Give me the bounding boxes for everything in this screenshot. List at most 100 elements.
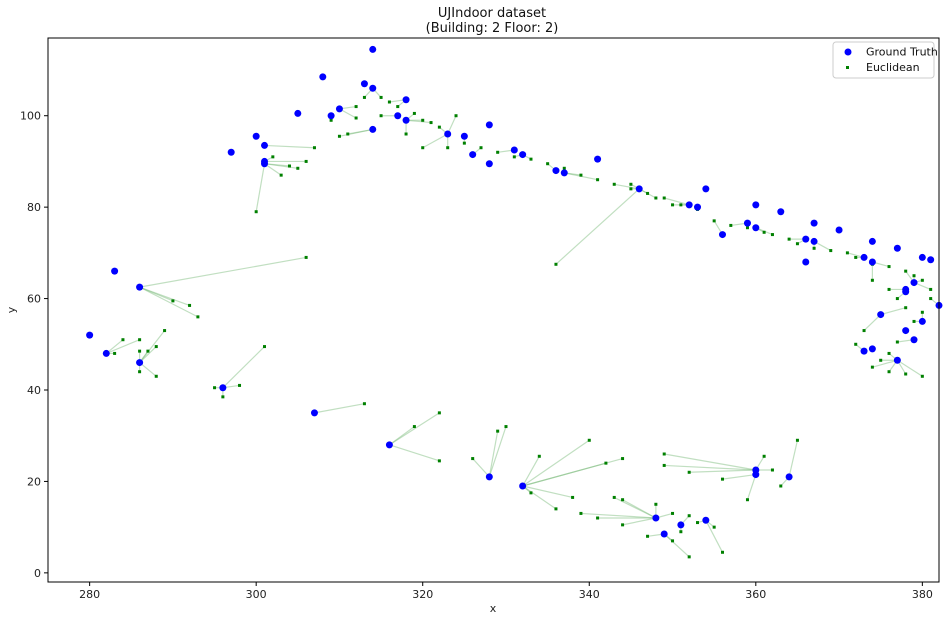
euclidean-point (471, 457, 475, 461)
ground-truth-point (335, 105, 343, 113)
ground-truth-point (810, 237, 818, 245)
ground-truth-point (802, 258, 810, 266)
euclidean-point (138, 349, 142, 353)
euclidean-point (138, 338, 142, 342)
euclidean-point (221, 395, 225, 399)
euclidean-point (304, 159, 308, 163)
link-line (472, 458, 490, 478)
euclidean-point (920, 374, 924, 378)
euclidean-point (795, 242, 799, 246)
euclidean-point (421, 118, 425, 122)
ground-truth-point (102, 349, 110, 357)
link-line (139, 346, 157, 364)
link-line (389, 444, 440, 462)
ground-truth-point (860, 253, 868, 261)
euclidean-point (712, 219, 716, 223)
link-line (139, 286, 190, 306)
ground-truth-point (219, 384, 227, 392)
euclidean-point (720, 550, 724, 554)
chart-title: UJIndoor dataset (438, 6, 546, 21)
ground-truth-point (718, 231, 726, 239)
euclidean-point (437, 411, 441, 415)
euclidean-point (912, 274, 916, 278)
ground-truth-point (785, 473, 793, 481)
link-line (788, 440, 799, 477)
x-tick-label: 300 (246, 588, 267, 601)
euclidean-point (612, 182, 616, 186)
euclidean-point (729, 223, 733, 227)
euclidean-point (146, 349, 150, 353)
euclidean-point (671, 203, 675, 207)
ground-truth-point (360, 80, 368, 88)
euclidean-point (745, 226, 749, 230)
ground-truth-point (327, 112, 335, 120)
link-line (422, 133, 448, 149)
euclidean-point (920, 310, 924, 314)
ground-truth-point (136, 283, 144, 291)
euclidean-point (596, 178, 600, 182)
ground-truth-point (860, 347, 868, 355)
euclidean-point (404, 132, 408, 136)
ground-truth-point (677, 521, 685, 529)
euclidean-point (787, 237, 791, 241)
euclidean-point (587, 438, 591, 442)
link-line (522, 455, 540, 487)
link-line (663, 533, 690, 558)
euclidean-point (604, 461, 608, 465)
euclidean-point (596, 516, 600, 520)
link-line (522, 462, 607, 487)
euclidean-point (654, 502, 658, 506)
euclidean-point (254, 210, 258, 214)
y-tick-label: 40 (27, 384, 41, 397)
ground-truth-point (802, 235, 810, 243)
euclidean-point (887, 287, 891, 291)
euclidean-point (887, 265, 891, 269)
euclidean-point (304, 255, 308, 259)
ground-truth-point (369, 125, 377, 133)
euclidean-point (762, 230, 766, 234)
link-line (106, 339, 140, 354)
euclidean-point (887, 370, 891, 374)
y-tick-label: 100 (20, 110, 41, 123)
euclidean-point (879, 358, 883, 362)
y-axis-label: y (5, 306, 18, 313)
ground-truth-point (111, 267, 119, 275)
link-line (689, 469, 756, 473)
euclidean-point (213, 386, 217, 390)
link-line (389, 412, 440, 446)
euclidean-point (895, 297, 899, 301)
link-line (522, 485, 573, 499)
euclidean-point (654, 196, 658, 200)
link-line (880, 307, 906, 316)
plot-frame (47, 37, 940, 583)
ground-truth-point (394, 112, 402, 120)
ground-truth-point (385, 441, 393, 449)
ground-truth-point (902, 327, 910, 335)
euclidean-point (621, 523, 625, 527)
link-line (264, 163, 298, 169)
legend-ground-truth-label: Ground Truth (866, 46, 938, 59)
euclidean-point (154, 345, 158, 349)
euclidean-point (537, 454, 541, 458)
x-tick-label: 360 (745, 588, 766, 601)
x-tick-label: 380 (912, 588, 933, 601)
euclidean-point (429, 121, 433, 125)
y-tick-label: 0 (34, 567, 41, 580)
euclidean-point (437, 459, 441, 463)
euclidean-point (904, 306, 908, 310)
euclidean-point (496, 150, 500, 154)
euclidean-point (121, 338, 125, 342)
euclidean-point (696, 521, 700, 525)
euclidean-point (579, 511, 583, 515)
euclidean-point (171, 299, 175, 303)
euclidean-point (829, 249, 833, 253)
link-line (139, 286, 174, 302)
euclidean-point (779, 484, 783, 488)
ground-truth-point (868, 345, 876, 353)
ground-truth-point (485, 473, 493, 481)
euclidean-point (687, 470, 691, 474)
legend: Ground Truth Euclidean (832, 41, 938, 79)
euclidean-point (512, 155, 516, 159)
euclidean-point (163, 329, 167, 333)
euclidean-point (379, 95, 383, 99)
